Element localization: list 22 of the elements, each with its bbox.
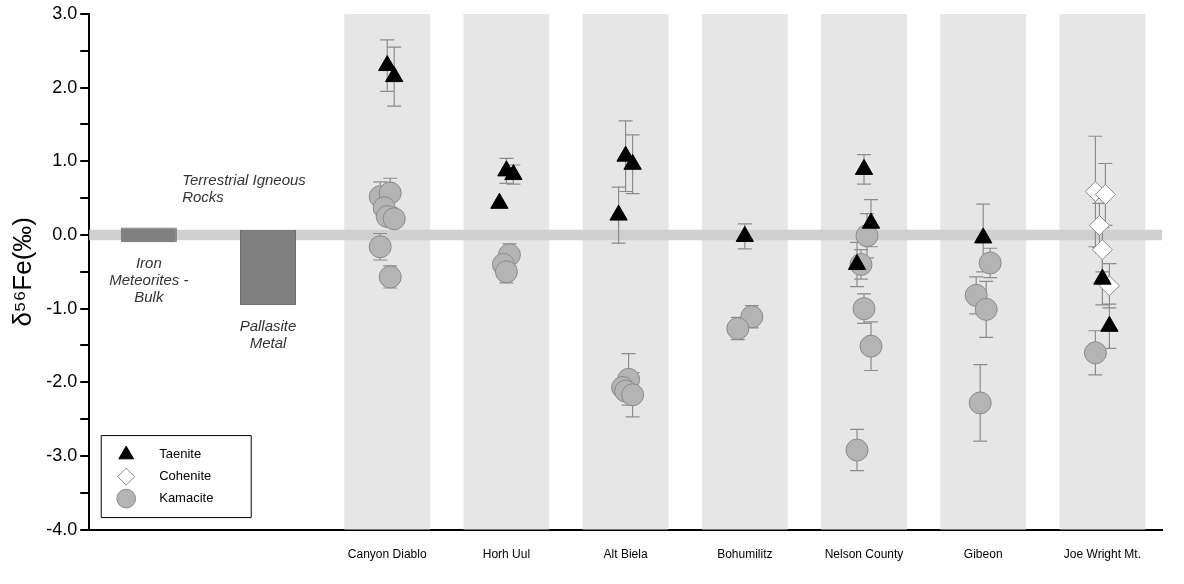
y-tick-label: 0.0 <box>52 223 78 244</box>
x-tick-label: Bohumilitz <box>717 547 773 562</box>
band-label: Terrestrial Igneous Rocks <box>182 170 307 205</box>
x-tick-label: Nelson County <box>824 547 904 562</box>
y-tick-label: 2.0 <box>52 76 78 97</box>
x-tick-label: Alt Biela <box>603 547 648 562</box>
y-tick-label: -4.0 <box>46 518 78 539</box>
y-tick-label: -1.0 <box>46 297 78 318</box>
y-tick-label: -2.0 <box>46 371 78 392</box>
legend-label: Cohenite <box>159 468 212 484</box>
legend-label: Taenite <box>159 446 202 462</box>
y-tick-label: -3.0 <box>46 444 78 465</box>
y-axis-title: δ⁵⁶Fe(‰) <box>6 216 37 327</box>
y-tick-label: 3.0 <box>52 2 78 23</box>
y-tick-label: 1.0 <box>52 150 78 171</box>
legend-label: Kamacite <box>159 490 214 506</box>
series-label: Pallasite Metal <box>239 316 297 351</box>
x-tick-label: Joe Wright Mt. <box>1063 547 1141 562</box>
x-tick-label: Canyon Diablo <box>347 547 427 562</box>
x-tick-label: Gibeon <box>963 547 1003 562</box>
x-tick-label: Horh Uul <box>482 547 531 562</box>
series-label: Iron Meteorites - Bulk <box>109 254 189 306</box>
